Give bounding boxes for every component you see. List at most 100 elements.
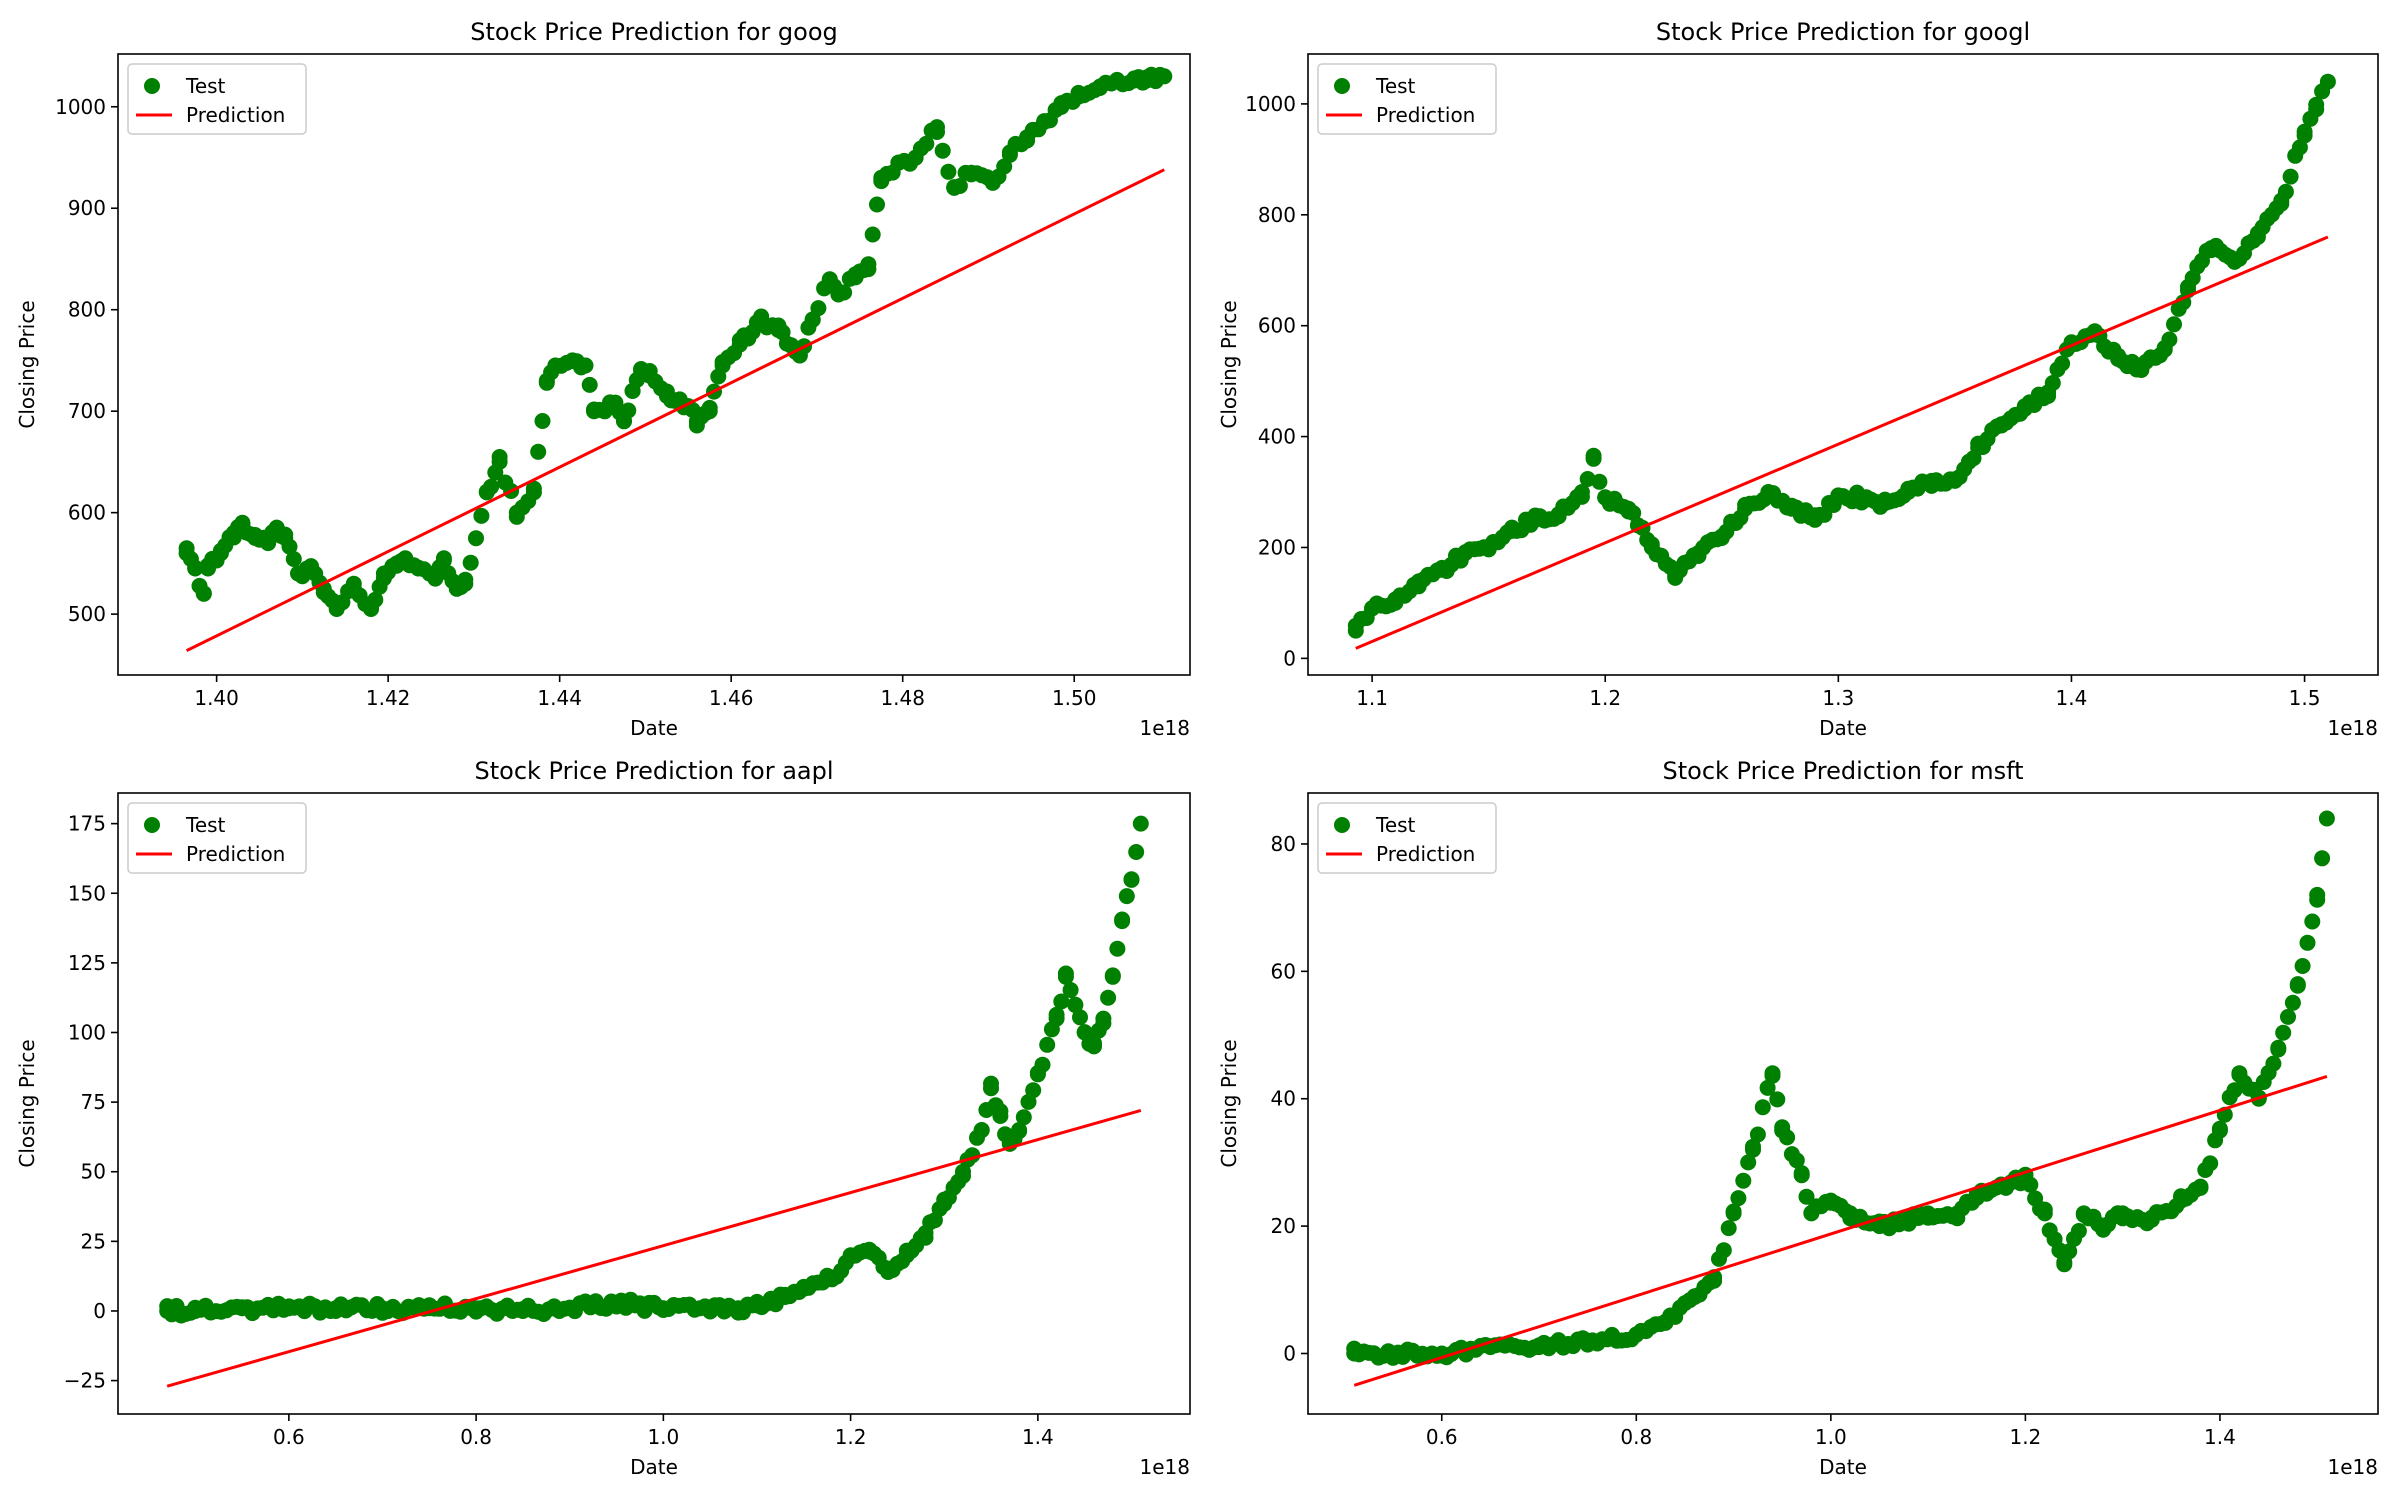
test-point xyxy=(1783,500,1800,517)
test-point xyxy=(159,1303,176,1319)
plot-area xyxy=(1347,73,2336,650)
test-point xyxy=(1527,511,1544,528)
axes-frame xyxy=(117,53,1191,676)
test-point xyxy=(2299,934,2316,951)
test-point xyxy=(1725,1205,1742,1222)
test-point xyxy=(285,551,302,567)
test-point xyxy=(538,372,555,389)
test-point xyxy=(1109,73,1126,90)
x-tick-label: 0.6 xyxy=(1426,1425,1458,1449)
test-point xyxy=(2309,886,2326,903)
test-point xyxy=(607,398,624,415)
plot-title: Stock Price Prediction for googl xyxy=(1656,18,2030,46)
test-point xyxy=(1573,484,1590,500)
test-point xyxy=(1830,489,1847,506)
test-point xyxy=(468,1300,485,1317)
plot-title: Stock Price Prediction for aapl xyxy=(474,757,833,785)
y-axis-label: Closing Price xyxy=(1217,1039,1241,1167)
test-point xyxy=(2308,101,2325,118)
test-point xyxy=(468,530,484,547)
test-point xyxy=(1970,439,1987,456)
prediction-line xyxy=(1353,1075,2328,1387)
test-point xyxy=(749,1297,765,1314)
test-point xyxy=(2314,850,2331,867)
test-point xyxy=(375,565,392,582)
test-point xyxy=(2294,958,2311,974)
test-point xyxy=(702,1300,719,1317)
x-tick-label: 1.40 xyxy=(194,686,239,710)
axes-frame xyxy=(1307,792,2379,1415)
test-point xyxy=(345,575,362,592)
test-point xyxy=(508,504,525,521)
test-point xyxy=(1686,1288,1703,1305)
test-point xyxy=(1128,844,1145,860)
test-point xyxy=(547,357,564,374)
test-point xyxy=(1900,1211,1917,1228)
y-tick-label: 0 xyxy=(93,1299,106,1323)
test-point xyxy=(973,1122,990,1138)
test-point xyxy=(608,1294,625,1311)
test-point xyxy=(2282,168,2299,185)
x-tick-label: 1.5 xyxy=(2289,686,2321,710)
x-tick-label: 1.2 xyxy=(1589,686,1621,710)
test-point xyxy=(1949,1205,1966,1222)
x-axis-label: Date xyxy=(1819,1455,1867,1479)
y-tick-label: 600 xyxy=(68,501,106,525)
y-tick-label: 40 xyxy=(1271,1087,1296,1111)
test-point xyxy=(1364,600,1381,617)
x-tick-label: 1.50 xyxy=(1052,686,1097,710)
y-tick-label: 600 xyxy=(1258,314,1296,338)
test-point xyxy=(530,443,547,460)
test-point xyxy=(2036,1205,2053,1222)
subplot-googl: Stock Price Prediction for googl 1.1 1.2 1.… xyxy=(1217,18,2379,740)
legend-box xyxy=(1317,63,1497,135)
legend-label-prediction: Prediction xyxy=(1376,842,1475,866)
test-point xyxy=(898,1247,915,1264)
y-tick-label: 150 xyxy=(68,881,106,905)
test-point xyxy=(1109,940,1126,957)
x-tick-label: 1.0 xyxy=(1815,1425,1847,1449)
test-point xyxy=(435,550,452,567)
test-point xyxy=(178,545,195,562)
test-point xyxy=(714,357,731,374)
test-point xyxy=(457,575,474,592)
test-point xyxy=(688,413,705,430)
prediction-line xyxy=(1355,235,2329,650)
x-offset-label: 1e18 xyxy=(2328,1455,2378,1479)
test-point xyxy=(2304,913,2321,930)
test-point xyxy=(1774,1122,1791,1139)
test-point xyxy=(1920,1205,1937,1222)
test-point xyxy=(2296,123,2313,140)
x-tick-label: 0.6 xyxy=(273,1425,305,1449)
test-point xyxy=(1123,871,1140,888)
test-point xyxy=(929,119,945,136)
test-point xyxy=(1504,522,1520,539)
test-point xyxy=(2265,1055,2282,1072)
test-point xyxy=(2075,1205,2092,1222)
test-point xyxy=(2202,1155,2219,1172)
test-point xyxy=(1057,968,1074,985)
test-point xyxy=(1754,1099,1771,1116)
y-tick-label: 60 xyxy=(1271,959,1296,983)
y-tick-label: 200 xyxy=(1258,535,1296,559)
subplot-goog: Stock Price Prediction for goog 1.40 1.42 1… xyxy=(15,18,1191,740)
test-point xyxy=(514,1303,531,1319)
test-point xyxy=(277,530,294,546)
test-point xyxy=(917,1225,934,1241)
plot-title: Stock Price Prediction for goog xyxy=(470,18,838,46)
test-point xyxy=(534,413,551,429)
x-tick-label: 1.2 xyxy=(835,1425,867,1449)
test-point xyxy=(2173,1192,2189,1209)
x-tick-label: 1.2 xyxy=(2009,1425,2041,1449)
plot-area xyxy=(178,66,1173,652)
x-offset-label: 1e18 xyxy=(1140,716,1190,740)
y-tick-label: 800 xyxy=(68,298,106,322)
test-point xyxy=(363,601,379,617)
test-point xyxy=(410,560,427,577)
test-point xyxy=(280,1300,297,1317)
test-point xyxy=(1118,888,1135,905)
test-point xyxy=(327,1300,344,1317)
x-tick-label: 1.1 xyxy=(1356,686,1388,710)
series-test xyxy=(159,815,1149,1324)
test-point xyxy=(427,570,444,587)
